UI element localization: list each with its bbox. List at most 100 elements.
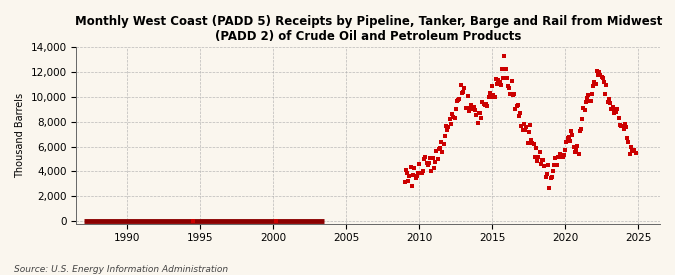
Point <box>468 104 479 109</box>
Point <box>423 162 433 167</box>
Point <box>587 92 597 97</box>
Point <box>593 73 603 77</box>
Point <box>439 134 450 139</box>
Point <box>406 184 417 188</box>
Point <box>594 70 605 74</box>
Point <box>549 163 560 167</box>
Y-axis label: Thousand Barrels: Thousand Barrels <box>15 93 25 178</box>
Point <box>516 124 526 128</box>
Point <box>552 155 563 160</box>
Point <box>455 83 466 87</box>
Point <box>596 75 607 79</box>
Point <box>424 161 435 166</box>
Point <box>447 112 458 116</box>
Point <box>479 102 489 106</box>
Point <box>551 163 562 167</box>
Point <box>626 145 637 149</box>
Point <box>497 67 508 72</box>
Point <box>608 105 618 109</box>
Point <box>579 108 590 112</box>
Point <box>476 116 487 120</box>
Point <box>406 165 416 169</box>
Point <box>588 84 599 88</box>
Point <box>624 152 635 156</box>
Point <box>421 161 432 166</box>
Point <box>418 169 429 173</box>
Point <box>521 125 532 129</box>
Point <box>437 150 448 154</box>
Point <box>446 121 456 126</box>
Point <box>461 106 472 110</box>
Point <box>495 82 506 87</box>
Point <box>535 162 546 166</box>
Point <box>503 84 514 88</box>
Point <box>544 186 555 190</box>
Point <box>489 95 500 100</box>
Point <box>583 93 593 98</box>
Point <box>427 156 438 160</box>
Point <box>420 155 431 159</box>
Point <box>411 174 422 178</box>
Point <box>564 138 575 143</box>
Point <box>591 69 602 73</box>
Point <box>619 122 630 127</box>
Point <box>611 110 622 114</box>
Point <box>612 107 623 112</box>
Point <box>570 150 580 154</box>
Point <box>582 96 593 100</box>
Point <box>491 82 502 86</box>
Point <box>543 163 554 168</box>
Point <box>509 91 520 96</box>
Point <box>459 86 470 90</box>
Point <box>603 97 614 101</box>
Point <box>485 91 495 95</box>
Point <box>628 148 639 153</box>
Point <box>585 99 596 103</box>
Point <box>514 114 524 118</box>
Point <box>475 111 485 115</box>
Point <box>560 148 570 153</box>
Point <box>528 142 539 147</box>
Point <box>400 168 411 172</box>
Point <box>608 111 619 115</box>
Point <box>485 95 496 99</box>
Point <box>414 162 425 166</box>
Point <box>271 219 281 223</box>
Point <box>505 92 516 96</box>
Point <box>448 115 458 119</box>
Point <box>453 98 464 102</box>
Point <box>429 166 439 170</box>
Point <box>545 176 556 180</box>
Point <box>510 107 520 111</box>
Point <box>570 147 581 152</box>
Point <box>502 76 512 81</box>
Point <box>443 124 454 129</box>
Point <box>497 76 508 80</box>
Point <box>517 128 528 132</box>
Point <box>452 99 462 104</box>
Point <box>578 106 589 110</box>
Point <box>477 100 488 104</box>
Point <box>511 104 522 108</box>
Point <box>188 219 198 223</box>
Point <box>572 144 583 149</box>
Point <box>518 121 529 126</box>
Point <box>415 171 426 176</box>
Point <box>620 125 631 129</box>
Point <box>410 176 421 180</box>
Point <box>472 121 483 125</box>
Point <box>601 83 612 88</box>
Point <box>431 148 441 153</box>
Point <box>402 170 412 175</box>
Point <box>493 78 504 82</box>
Point <box>449 116 460 120</box>
Point <box>534 149 545 154</box>
Point <box>546 175 557 179</box>
Point <box>432 156 443 161</box>
Point <box>630 151 641 155</box>
Point <box>576 127 587 131</box>
Point <box>456 91 467 96</box>
Point <box>538 158 549 163</box>
Point <box>404 174 415 178</box>
Point <box>526 138 537 143</box>
